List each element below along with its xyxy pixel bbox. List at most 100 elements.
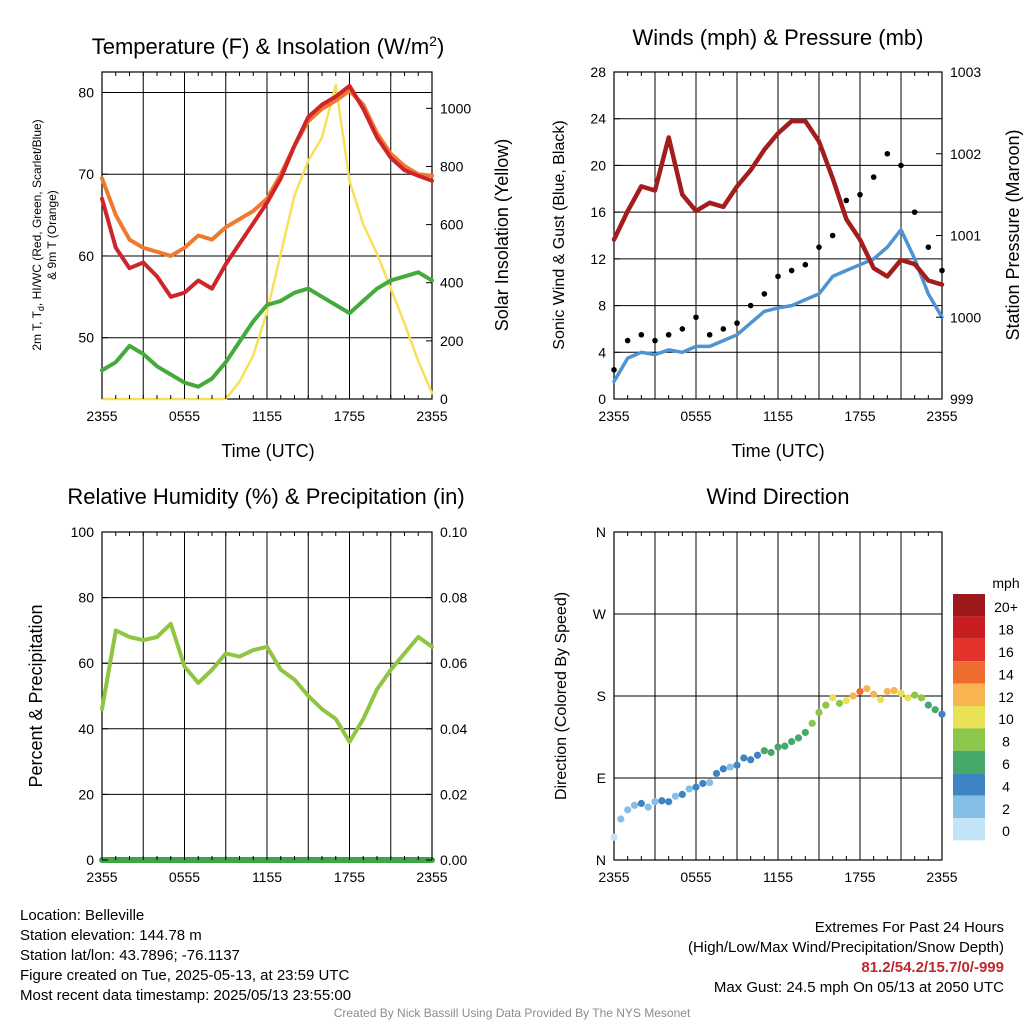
dewpoint-green-line [100,270,434,389]
wind-speed-line [612,227,944,384]
humidity-xtick-label: 1155 [252,869,282,885]
temperature-ytick-label-left: 60 [78,248,94,264]
winds-title: Winds (mph) & Pressure (mb) [633,25,924,50]
wind-direction-xtick-label: 2355 [598,869,629,885]
gust-point [939,267,945,274]
humidity-title: Relative Humidity (%) & Precipitation (i… [67,484,464,509]
legend-label: 4 [1002,778,1010,794]
direction-point [706,778,714,787]
winds-xtick-label: 1155 [763,408,793,424]
gust-point [884,150,891,157]
temperature-grid [102,72,432,399]
direction-point [610,833,618,841]
winds-xlabel: Time (UTC) [731,441,824,461]
direction-point [644,803,652,811]
direction-point [781,742,789,750]
wind-direction-xtick-label: 0555 [680,869,711,885]
humidity-ytick-label-right: 0.00 [440,852,467,868]
gust-point [870,174,877,180]
recent-timestamp: Most recent data timestamp: 2025/05/13 2… [20,987,352,1004]
temperature-xtick-label: 1755 [334,408,365,424]
station-elevation: Station elevation: 144.78 m [20,927,202,944]
winds-ytick-label-right: 1001 [950,228,981,244]
legend-swatch [953,706,985,729]
temperature-ylabel-left-line2: & 9m T (Orange) [45,190,59,280]
figure-created: Figure created on Tue, 2025-05-13, at 23… [20,967,350,984]
direction-point [678,790,686,799]
humidity-ytick-label-left: 40 [78,721,94,737]
humidity-ytick-label-right: 0.10 [440,524,467,540]
direction-point [924,701,932,709]
temperature-ytick-label-right: 200 [440,333,464,349]
winds-ytick-label-left: 12 [590,251,606,267]
direction-point [829,694,837,702]
wind-direction-xtick-label: 1155 [763,869,793,885]
humidity-panel: Relative Humidity (%) & Precipitation (i… [26,484,467,885]
legend-swatch [953,616,985,639]
legend-swatch [953,795,985,818]
winds-ytick-label-left: 24 [590,111,606,127]
humidity-ytick-label-right: 0.04 [440,721,467,737]
winds-grid [614,72,942,399]
temperature-ytick-label-right: 0 [440,391,448,407]
legend-swatch [953,728,985,751]
direction-point [808,719,816,727]
winds-xtick-label: 2355 [926,408,957,424]
legend-label: 12 [998,689,1014,705]
winds-ytick-label-right: 999 [950,391,974,407]
gust-point [898,162,904,169]
winds-series [611,118,945,384]
wind-direction-title: Wind Direction [706,484,849,509]
wind-direction-points [610,685,946,841]
gust-point [857,191,863,198]
station-location: Location: Belleville [20,907,145,924]
gust-point [665,331,672,338]
direction-point [747,756,755,764]
direction-point [835,699,844,707]
direction-point [870,690,878,698]
speed-color-legend: 20+ 18 16 14 12 10 8 6 4 2 0 [953,594,1018,841]
winds-ytick-label-left: 28 [590,64,606,80]
station-latlon: Station lat/lon: 43.7896; -76.1137 [20,947,240,964]
direction-point [842,696,850,705]
wind-direction-ytick-label-left: E [597,770,606,786]
temperature-xtick-label: 0555 [169,408,200,424]
wind-direction-ytick-label-left: S [597,688,606,704]
direction-point [733,761,741,769]
gust-point [925,244,932,250]
humidity-ticks: 2355 0555 1155 1755 23550204060801000.000.02… [71,524,468,885]
legend-label: 8 [1002,734,1010,750]
gust-point [788,267,795,274]
relative-humidity-line [100,621,434,744]
humidity-ytick-label-right: 0.02 [440,786,467,802]
humidity-ytick-label-left: 60 [78,655,94,671]
direction-point [774,743,782,751]
gust-point [720,326,727,332]
legend-label: 2 [1002,801,1010,817]
legend-swatch [953,683,985,706]
temperature-title: Temperature (F) & Insolation (W/m2) [92,33,445,59]
direction-point [876,696,885,704]
direction-point [856,687,864,696]
legend-swatch [953,818,985,841]
gust-point [775,273,781,280]
direction-point [665,798,673,806]
direction-point [740,754,748,762]
winds-ytick-label-left: 4 [598,344,606,360]
direction-point [637,799,645,808]
gust-point [693,314,699,321]
winds-ytick-label-left: 8 [598,298,606,314]
temperature-ytick-label-right: 600 [440,217,464,233]
direction-point [883,687,891,696]
temperature-ticks: 2355 0555 1155 1755 235550607080020040060080… [78,72,471,424]
gust-point [802,261,809,268]
wind-direction-ytick-label-left: N [596,852,606,868]
winds-xtick-label: 0555 [680,408,711,424]
gust-point [761,291,768,297]
direction-point [671,792,680,800]
direction-point [897,689,905,697]
legend-swatch [953,638,985,662]
gust-point [652,337,658,344]
extremes-subtitle: (High/Low/Max Wind/Precipitation/Snow De… [688,939,1004,956]
direction-point [801,728,809,737]
